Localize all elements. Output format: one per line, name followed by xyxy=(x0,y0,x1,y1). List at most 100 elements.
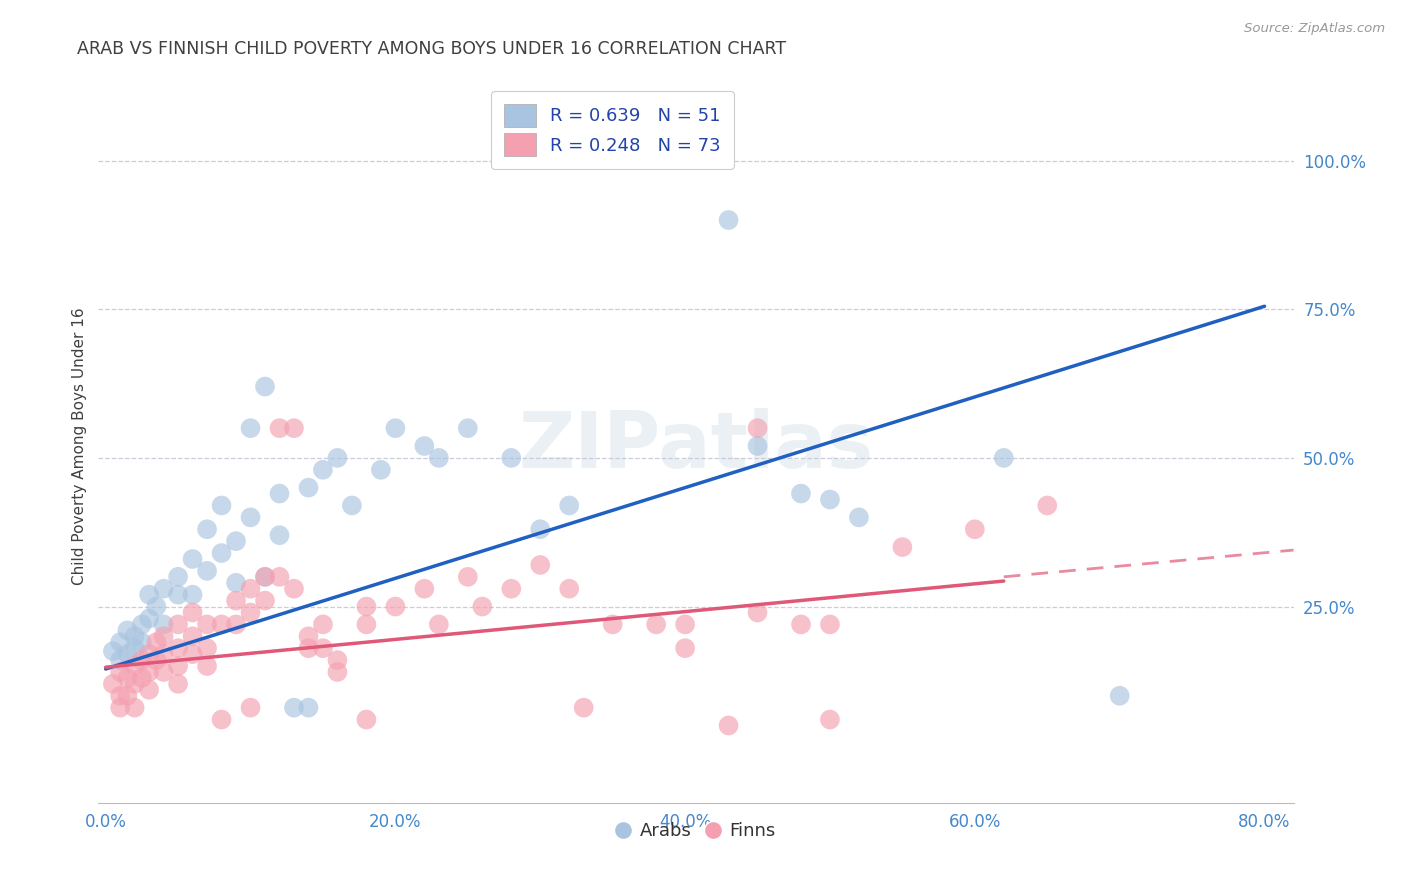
Point xyxy=(717,213,740,227)
Point xyxy=(253,593,276,607)
Point xyxy=(963,522,986,536)
Point xyxy=(152,582,174,596)
Point xyxy=(818,492,841,507)
Y-axis label: Child Poverty Among Boys Under 16: Child Poverty Among Boys Under 16 xyxy=(72,307,87,585)
Point xyxy=(253,570,276,584)
Point xyxy=(993,450,1015,465)
Point xyxy=(297,481,319,495)
Point xyxy=(211,546,233,560)
Point xyxy=(427,450,450,465)
Point xyxy=(384,599,406,614)
Point xyxy=(312,617,335,632)
Point xyxy=(283,421,305,435)
Point xyxy=(131,671,153,685)
Point xyxy=(225,617,247,632)
Point xyxy=(501,450,523,465)
Point xyxy=(790,486,813,500)
Point xyxy=(297,700,319,714)
Point xyxy=(269,570,291,584)
Point xyxy=(457,421,479,435)
Point xyxy=(326,665,349,679)
Point xyxy=(673,641,696,656)
Point xyxy=(239,582,262,596)
Point xyxy=(101,677,124,691)
Point xyxy=(356,617,378,632)
Point xyxy=(195,522,218,536)
Point xyxy=(326,450,349,465)
Point xyxy=(138,588,160,602)
Point xyxy=(790,617,813,632)
Point xyxy=(117,624,139,638)
Point xyxy=(131,617,153,632)
Point xyxy=(1108,689,1130,703)
Point xyxy=(1036,499,1059,513)
Point xyxy=(138,647,160,661)
Point xyxy=(101,644,124,658)
Point xyxy=(312,463,335,477)
Point xyxy=(108,665,131,679)
Point xyxy=(117,671,139,685)
Point xyxy=(529,522,551,536)
Point xyxy=(225,575,247,590)
Point xyxy=(602,617,624,632)
Point xyxy=(225,593,247,607)
Point xyxy=(195,659,218,673)
Point xyxy=(211,617,233,632)
Point xyxy=(131,635,153,649)
Point xyxy=(529,558,551,572)
Point xyxy=(181,588,204,602)
Point xyxy=(138,682,160,697)
Point xyxy=(181,606,204,620)
Text: ARAB VS FINNISH CHILD POVERTY AMONG BOYS UNDER 16 CORRELATION CHART: ARAB VS FINNISH CHILD POVERTY AMONG BOYS… xyxy=(77,40,786,58)
Point xyxy=(370,463,392,477)
Point xyxy=(673,617,696,632)
Point xyxy=(848,510,870,524)
Point xyxy=(312,641,335,656)
Point xyxy=(239,421,262,435)
Point xyxy=(167,570,190,584)
Point xyxy=(645,617,668,632)
Point xyxy=(167,641,190,656)
Point xyxy=(124,629,146,643)
Point xyxy=(124,700,146,714)
Point xyxy=(269,528,291,542)
Point xyxy=(572,700,595,714)
Point xyxy=(131,653,153,667)
Point xyxy=(747,421,769,435)
Point xyxy=(413,439,436,453)
Point xyxy=(747,439,769,453)
Point xyxy=(501,582,523,596)
Point xyxy=(145,653,167,667)
Point xyxy=(239,700,262,714)
Point xyxy=(283,582,305,596)
Point xyxy=(239,606,262,620)
Legend: Arabs, Finns: Arabs, Finns xyxy=(609,815,783,847)
Point xyxy=(124,677,146,691)
Point xyxy=(211,499,233,513)
Point xyxy=(427,617,450,632)
Text: Source: ZipAtlas.com: Source: ZipAtlas.com xyxy=(1244,22,1385,36)
Point xyxy=(269,486,291,500)
Point xyxy=(818,617,841,632)
Point xyxy=(239,510,262,524)
Point xyxy=(167,659,190,673)
Point xyxy=(340,499,363,513)
Point xyxy=(558,582,581,596)
Point xyxy=(253,570,276,584)
Point xyxy=(413,582,436,596)
Point xyxy=(167,588,190,602)
Point xyxy=(457,570,479,584)
Point xyxy=(891,540,914,554)
Point xyxy=(152,617,174,632)
Point xyxy=(181,629,204,643)
Point xyxy=(124,659,146,673)
Point xyxy=(269,421,291,435)
Point xyxy=(138,611,160,625)
Point xyxy=(356,713,378,727)
Point xyxy=(124,641,146,656)
Point xyxy=(108,653,131,667)
Point xyxy=(283,700,305,714)
Point xyxy=(108,689,131,703)
Point xyxy=(471,599,494,614)
Point xyxy=(225,534,247,549)
